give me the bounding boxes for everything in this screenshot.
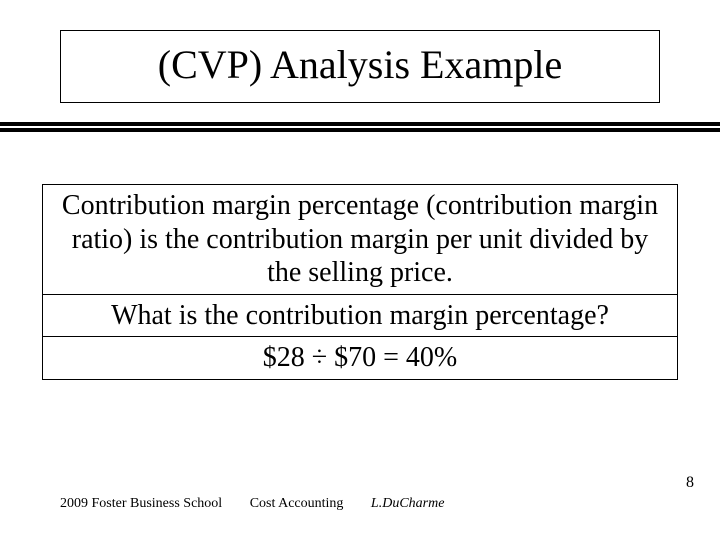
title-box: (CVP) Analysis Example [60, 30, 660, 103]
slide: (CVP) Analysis Example Contribution marg… [0, 0, 720, 540]
equation-text: $28 ÷ $70 = 40% [43, 337, 677, 379]
page-number: 8 [686, 474, 694, 492]
content-box: Contribution margin percentage (contribu… [42, 184, 678, 380]
horizontal-rule [0, 122, 720, 132]
footer: 2009 Foster Business School Cost Account… [60, 496, 660, 512]
footer-author: L.DuCharme [371, 496, 445, 512]
question-text: What is the contribution margin percenta… [43, 295, 677, 338]
footer-school: 2009 Foster Business School [60, 496, 222, 512]
footer-course: Cost Accounting [250, 496, 344, 512]
slide-title: (CVP) Analysis Example [81, 41, 639, 88]
definition-text: Contribution margin percentage (contribu… [43, 185, 677, 295]
